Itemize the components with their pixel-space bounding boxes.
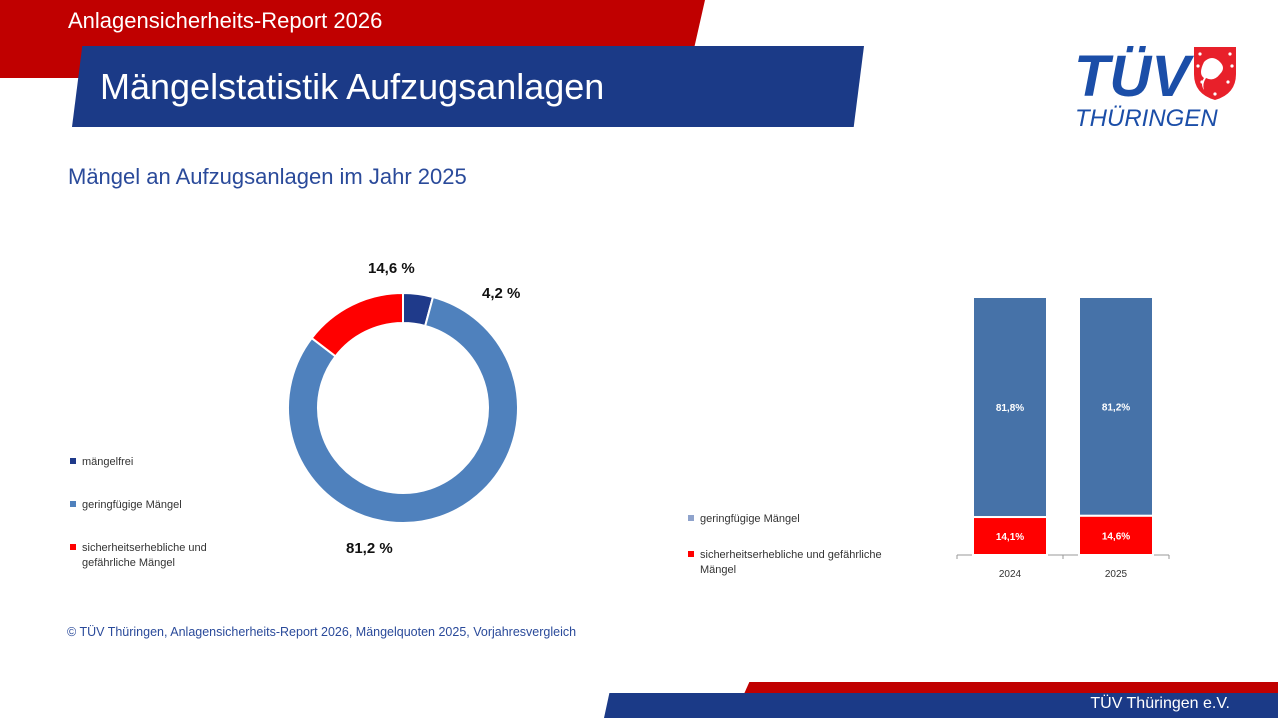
donut-chart xyxy=(287,291,519,524)
bar-data-label: 81,2% xyxy=(1102,402,1130,413)
chart-subtitle: Mängel an Aufzugsanlagen im Jahr 2025 xyxy=(68,164,467,189)
legend-swatch xyxy=(70,501,76,507)
donut-label-maengelfrei: 4,2 % xyxy=(482,285,521,302)
page-title: Mängelstatistik Aufzugsanlagen xyxy=(100,66,605,107)
bar-2024-series-0 xyxy=(972,516,1048,557)
bar-data-label: 14,1% xyxy=(996,532,1024,543)
donut-label-geringfuegig: 81,2 % xyxy=(346,540,393,557)
footer-red-band xyxy=(744,682,1278,694)
tuev-thueringen-logo: TÜV THÜRINGEN xyxy=(1072,44,1242,134)
donut-slice-1 xyxy=(287,295,519,524)
source-footnote: © TÜV Thüringen, Anlagensicherheits-Repo… xyxy=(67,625,577,639)
legend-item-sicherheitserheblich: sicherheitserhebliche und gefährliche Mä… xyxy=(688,548,882,578)
bar-2025-series-0 xyxy=(1078,514,1154,557)
bar-2024-series-1 xyxy=(972,296,1048,519)
x-tick-label: 2024 xyxy=(999,569,1022,580)
bar-2025-series-1 xyxy=(1078,296,1154,517)
legend-swatch xyxy=(688,551,694,557)
logo-sub-text: THÜRINGEN xyxy=(1075,105,1218,132)
legend-item-geringfuegig: geringfügige Mängel xyxy=(688,512,800,527)
legend-swatch xyxy=(70,458,76,464)
header-blue-banner xyxy=(72,46,864,127)
stacked-bar-chart: 14,1% 81,8% 2024 14,6% 81,2% 2025 xyxy=(956,296,1170,580)
bar-data-label: 14,6% xyxy=(1102,531,1130,542)
legend-swatch xyxy=(688,515,694,521)
legend-item-sicherheitserheblich: sicherheitserhebliche und gefährliche Mä… xyxy=(70,541,207,571)
report-title: Anlagensicherheits-Report 2026 xyxy=(68,8,383,33)
footer-organization: TÜV Thüringen e.V. xyxy=(1090,695,1230,712)
donut-slice-2 xyxy=(310,291,404,358)
coat-of-arms-icon xyxy=(1194,47,1236,100)
donut-label-sicherheitserheblich: 14,6 % xyxy=(368,260,415,277)
footer-blue-band xyxy=(604,693,1278,718)
logo-main-text: TÜV xyxy=(1074,44,1194,109)
legend-item-geringfuegig: geringfügige Mängel xyxy=(70,498,182,513)
bar-data-label: 81,8% xyxy=(996,403,1024,414)
legend-swatch xyxy=(70,544,76,550)
x-tick-label: 2025 xyxy=(1105,569,1128,580)
legend-item-maengelfrei: mängelfrei xyxy=(70,455,133,470)
